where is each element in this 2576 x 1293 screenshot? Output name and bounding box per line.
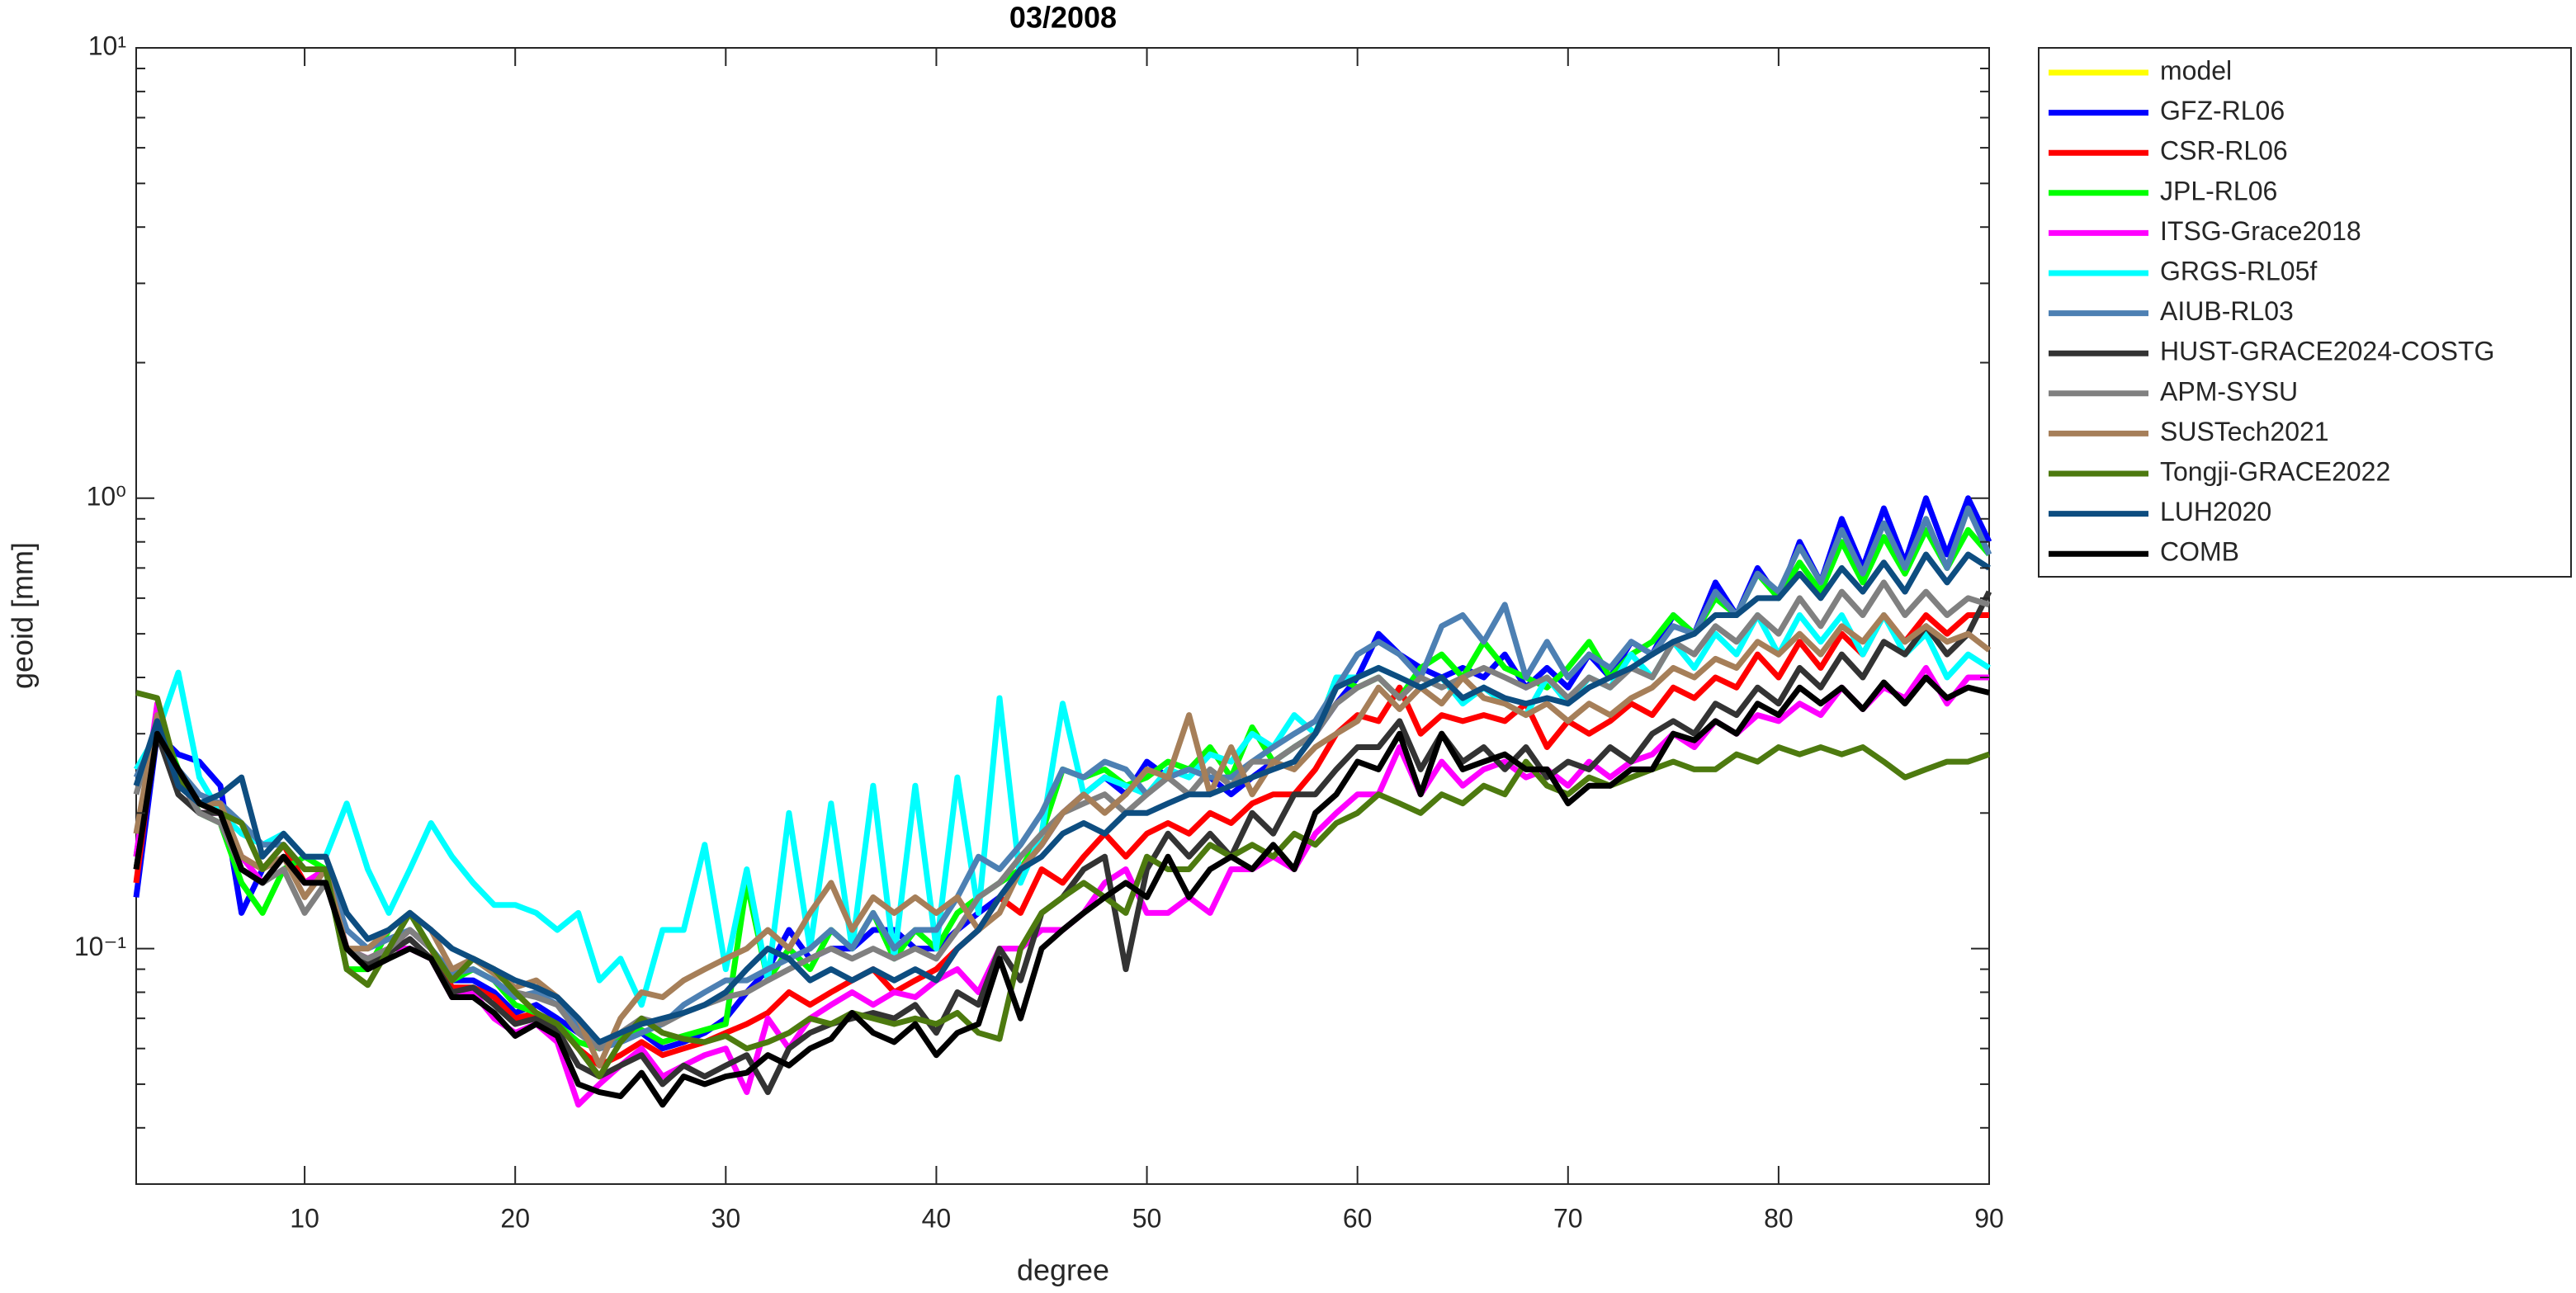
- y-tick-label: 10⁰: [87, 481, 126, 511]
- legend-label: CSR-RL06: [2160, 136, 2288, 166]
- legend-label: GRGS-RL05f: [2160, 256, 2317, 285]
- x-tick-label: 80: [1764, 1203, 1794, 1233]
- plot-area: [135, 47, 1990, 1185]
- series-line: [133, 612, 1992, 1069]
- legend-label: APM-SYSU: [2160, 376, 2298, 406]
- legend-label: model: [2160, 55, 2232, 85]
- legend-label: Tongji-GRACE2022: [2160, 456, 2390, 486]
- legend-label: LUH2020: [2160, 497, 2271, 526]
- x-tick-label: 20: [500, 1203, 530, 1233]
- y-tick-label: 10⁻¹: [74, 932, 126, 961]
- chart-title: 03/2008: [1009, 1, 1117, 35]
- x-tick-label: 10: [290, 1203, 319, 1233]
- legend-label: SUSTech2021: [2160, 417, 2329, 446]
- x-tick-label: 60: [1343, 1203, 1373, 1233]
- legend-label: ITSG-Grace2018: [2160, 216, 2361, 246]
- legend-label: AIUB-RL03: [2160, 296, 2294, 326]
- legend-label: GFZ-RL06: [2160, 96, 2285, 125]
- x-tick-label: 30: [711, 1203, 741, 1233]
- series-line: [133, 612, 1991, 1008]
- series-line: [135, 690, 1991, 1080]
- series-line: [133, 551, 1991, 1045]
- legend-label: HUST-GRACE2024-COSTG: [2160, 337, 2494, 366]
- series-line: [133, 674, 1990, 1108]
- x-tick-label: 50: [1132, 1203, 1162, 1233]
- legend-label: COMB: [2160, 537, 2239, 567]
- x-tick-label: 40: [922, 1203, 952, 1233]
- y-axis-label: geoid [mm]: [6, 542, 40, 689]
- x-tick-label: 90: [1974, 1203, 2004, 1233]
- legend-label: JPL-RL06: [2160, 176, 2277, 205]
- y-tick-label: 10¹: [88, 31, 126, 60]
- x-tick-label: 70: [1553, 1203, 1583, 1233]
- x-axis-label: degree: [1017, 1253, 1109, 1287]
- lines: [133, 495, 1992, 1108]
